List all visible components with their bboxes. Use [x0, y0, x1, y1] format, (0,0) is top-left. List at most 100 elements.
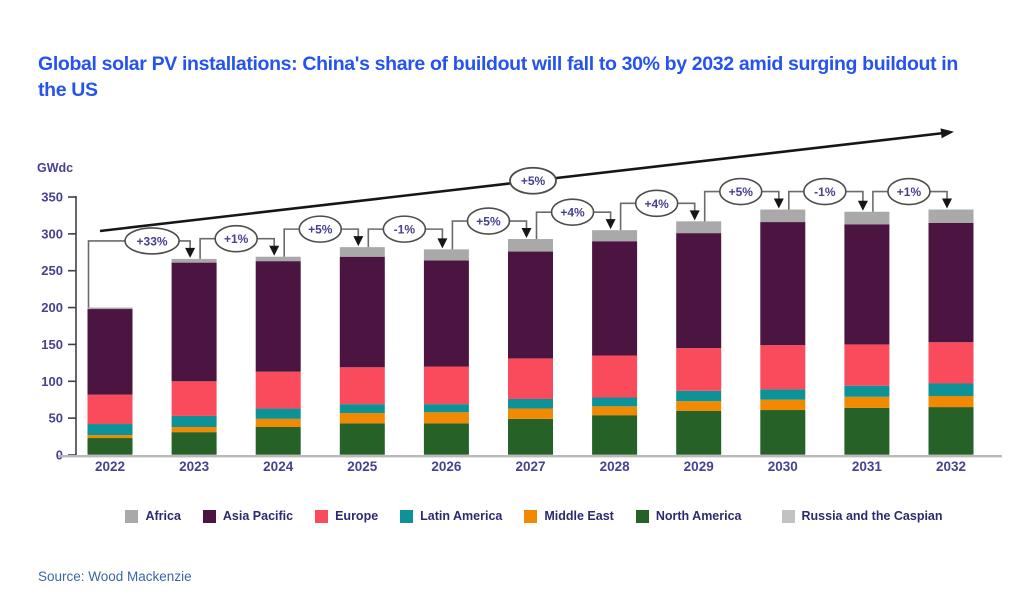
legend-label: Middle East [544, 509, 614, 523]
x-tick-label-2023: 2023 [179, 459, 210, 474]
bar-segment-middle-east-2023 [171, 426, 217, 433]
bar-segment-middle-east-2024 [255, 418, 301, 427]
bar-segment-middle-east-2025 [339, 412, 385, 424]
y-tick-label: 350 [41, 190, 63, 205]
yoy-oval [124, 227, 180, 255]
bar-segment-latin-america-2032 [928, 383, 974, 397]
trend-arrowhead-icon [940, 128, 954, 139]
x-axis-baseline [58, 455, 1002, 458]
legend-label: Africa [145, 509, 181, 523]
bar-segment-latin-america-2024 [255, 408, 301, 419]
bar-segment-latin-america-2031 [844, 385, 890, 397]
bar-segment-north-america-2032 [928, 407, 974, 455]
bar-segment-north-america-2023 [171, 432, 217, 455]
bar-segment-asia-pacific-2026 [423, 260, 469, 367]
bar-segment-europe-2028 [592, 355, 638, 398]
bar-segment-africa-2032 [928, 209, 974, 223]
legend-swatch [315, 509, 329, 523]
yoy-oval [887, 177, 931, 206]
yoy-arrowhead-icon [773, 198, 784, 209]
yoy-label: +33% [137, 234, 168, 248]
bar-segment-asia-pacific-2032 [928, 222, 974, 343]
yoy-arrowhead-icon [857, 200, 868, 211]
bar-segment-asia-pacific-2028 [592, 241, 638, 356]
legend-label: Asia Pacific [222, 509, 294, 523]
legend-item-middle-east: Middle East [524, 509, 614, 523]
bar-segment-latin-america-2026 [423, 404, 469, 413]
yoy-label: +5% [308, 223, 333, 237]
bar-segment-middle-east-2031 [844, 396, 890, 408]
bar-segment-europe-2024 [255, 371, 301, 409]
bar-segment-asia-pacific-2029 [676, 233, 722, 349]
yoy-oval [803, 177, 847, 206]
bar-segment-europe-2022 [87, 394, 133, 425]
bar-segment-north-america-2030 [760, 410, 806, 455]
bar-segment-europe-2023 [171, 381, 217, 416]
bar-segment-africa-2025 [339, 247, 385, 257]
bar-segment-north-america-2028 [592, 415, 638, 455]
yoy-oval [214, 224, 258, 253]
trend-oval [509, 166, 557, 195]
y-axis-unit-label: GWdc [37, 161, 73, 175]
bar-segment-asia-pacific-2031 [844, 224, 890, 345]
yoy-label: +5% [476, 215, 501, 229]
y-tick-label: 150 [41, 337, 63, 352]
yoy-arrowhead-icon [185, 247, 196, 258]
y-tick-label: 200 [41, 300, 63, 315]
bar-segment-north-america-2026 [423, 423, 469, 455]
bar-segment-europe-2031 [844, 344, 890, 386]
yoy-oval [382, 215, 427, 243]
legend-item-north-america: North America [635, 509, 742, 523]
bar-segment-latin-america-2025 [339, 404, 385, 413]
yoy-arrowhead-icon [605, 219, 616, 230]
x-tick-label-2026: 2026 [431, 459, 462, 474]
bar-segment-asia-pacific-2023 [171, 262, 217, 382]
bar-segment-north-america-2024 [255, 426, 301, 455]
bar-segment-africa-2030 [760, 209, 806, 223]
yoy-label: +5% [729, 185, 754, 199]
y-tick-label: 100 [41, 374, 63, 389]
source-note: Source: Wood Mackenzie [38, 569, 192, 584]
bar-segment-europe-2029 [676, 348, 722, 391]
chart-legend: Africa Asia Pacific Europe Latin America Mid… [0, 509, 1024, 523]
yoy-label: -1% [394, 223, 416, 237]
bar-segment-north-america-2025 [339, 423, 385, 455]
bar-segment-latin-america-2028 [592, 397, 638, 407]
x-tick-label-2029: 2029 [684, 459, 714, 474]
yoy-oval [466, 207, 511, 235]
legend-item-asia-pacific: Asia Pacific [202, 509, 294, 523]
yoy-arrowhead-icon [353, 236, 364, 247]
bar-segment-africa-2031 [844, 211, 890, 225]
yoy-arrowhead-icon [269, 245, 280, 256]
bar-segment-latin-america-2022 [87, 424, 133, 436]
legend-swatch [524, 509, 538, 523]
legend-swatch [400, 509, 414, 523]
bar-segment-middle-east-2030 [760, 399, 806, 411]
bar-segment-europe-2030 [760, 345, 806, 390]
bar-segment-africa-2022 [87, 307, 133, 310]
bar-segment-north-america-2031 [844, 407, 890, 455]
legend-swatch [202, 509, 216, 523]
bar-segment-europe-2026 [423, 366, 469, 405]
bar-segment-asia-pacific-2025 [339, 256, 385, 368]
bar-segment-asia-pacific-2030 [760, 222, 806, 346]
bar-segment-latin-america-2029 [676, 390, 722, 402]
bar-segment-europe-2025 [339, 367, 385, 405]
bar-segment-latin-america-2027 [508, 398, 553, 409]
bar-segment-asia-pacific-2027 [508, 251, 553, 359]
bar-segment-latin-america-2023 [171, 415, 217, 427]
trend-label: +5% [521, 174, 546, 188]
y-tick-label: 300 [41, 226, 63, 241]
legend-swatch [125, 509, 139, 523]
bar-segment-middle-east-2022 [87, 435, 133, 439]
page-title: Global solar PV installations: China's s… [38, 53, 958, 101]
x-tick-label-2031: 2031 [852, 459, 883, 474]
yoy-oval [298, 215, 343, 243]
legend-swatch [635, 509, 649, 523]
bar-segment-asia-pacific-2022 [87, 309, 133, 395]
legend-item-latin-america: Latin America [400, 509, 502, 523]
x-tick-label-2022: 2022 [95, 459, 125, 474]
bar-segment-africa-2023 [171, 258, 217, 263]
bar-segment-europe-2027 [508, 358, 553, 399]
